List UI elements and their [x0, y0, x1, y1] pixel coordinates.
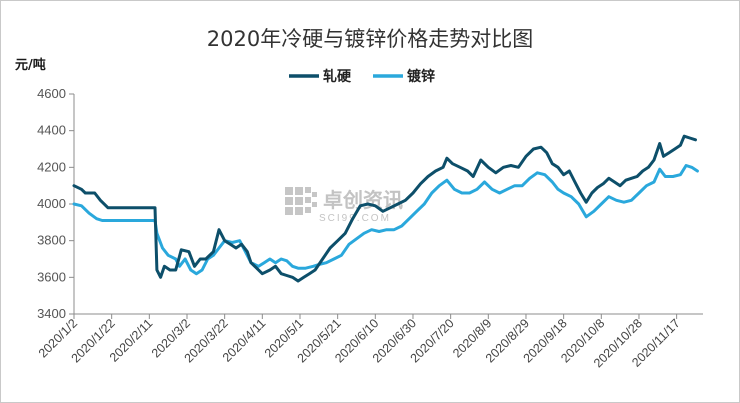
y-tick-label: 4200 [37, 159, 66, 174]
legend: 轧硬 镀锌 [289, 68, 435, 85]
y-tick-label: 3600 [37, 269, 66, 284]
watermark: 卓创资讯 SCI99.COM [285, 187, 403, 224]
legend-label-0: 轧硬 [323, 68, 352, 85]
watermark-logo-icon [285, 187, 317, 215]
y-tick-label: 3400 [37, 306, 66, 321]
legend-label-1: 镀锌 [407, 68, 435, 85]
y-tick-label: 4400 [37, 123, 66, 138]
series-layer [72, 134, 699, 283]
y-axis-unit-label: 元/吨 [15, 57, 46, 73]
y-tick-label: 4000 [37, 196, 66, 211]
series-line-0 [72, 134, 697, 283]
series-line-1 [72, 164, 699, 276]
axes: 34003600380040004200440046002020/1/22020… [36, 86, 703, 370]
y-tick-label: 3800 [37, 233, 66, 248]
y-tick-label: 4600 [37, 86, 66, 101]
chart-title: 2020年冷硬与镀锌价格走势对比图 [207, 27, 533, 51]
